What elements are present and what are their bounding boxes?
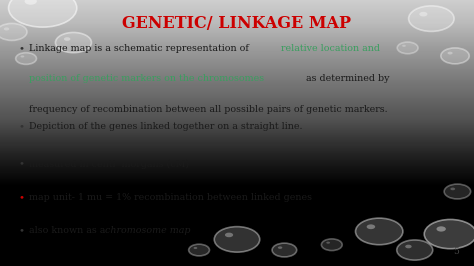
Text: •: • <box>18 122 24 131</box>
Circle shape <box>16 53 36 64</box>
Text: 5: 5 <box>453 247 459 256</box>
Circle shape <box>397 42 418 54</box>
Text: .: . <box>172 226 175 235</box>
Text: •: • <box>18 44 24 53</box>
Circle shape <box>9 0 77 27</box>
Circle shape <box>437 226 446 232</box>
Text: •: • <box>18 193 24 202</box>
Text: position of genetic markers on the chromosomes: position of genetic markers on the chrom… <box>29 74 264 84</box>
Circle shape <box>424 219 474 249</box>
Circle shape <box>20 55 24 57</box>
Circle shape <box>189 244 210 256</box>
Circle shape <box>367 225 375 229</box>
Circle shape <box>25 0 37 5</box>
Text: relative location and: relative location and <box>281 44 380 53</box>
Circle shape <box>55 32 91 53</box>
Circle shape <box>321 239 342 251</box>
Circle shape <box>326 242 330 244</box>
Text: as determined by: as determined by <box>303 74 390 84</box>
Text: also known as a: also known as a <box>29 226 109 235</box>
Circle shape <box>444 184 471 199</box>
Circle shape <box>214 227 260 252</box>
Circle shape <box>441 48 469 64</box>
Circle shape <box>4 27 9 31</box>
Circle shape <box>447 52 453 55</box>
Circle shape <box>278 246 283 249</box>
Text: measured in centi  morgans (cM): measured in centi morgans (cM) <box>29 160 190 169</box>
Text: •: • <box>18 160 24 169</box>
Circle shape <box>225 233 233 237</box>
Circle shape <box>450 188 455 190</box>
Circle shape <box>356 218 403 245</box>
Text: Depiction of the genes linked together on a straight line.: Depiction of the genes linked together o… <box>29 122 303 131</box>
Text: chromosome map: chromosome map <box>105 226 191 235</box>
Text: frequency of recombination between all possible pairs of genetic markers.: frequency of recombination between all p… <box>29 105 388 114</box>
Text: GENETIC/ LINKAGE MAP: GENETIC/ LINKAGE MAP <box>122 15 352 32</box>
Circle shape <box>419 12 428 16</box>
Text: map unit- 1 mu = 1% recombination between linked genes: map unit- 1 mu = 1% recombination betwee… <box>29 193 312 202</box>
Circle shape <box>272 243 297 257</box>
Circle shape <box>397 240 433 260</box>
Circle shape <box>405 245 412 248</box>
Circle shape <box>193 247 197 249</box>
Text: Linkage map is a schematic representation of: Linkage map is a schematic representatio… <box>29 44 252 53</box>
Circle shape <box>402 45 406 47</box>
Circle shape <box>64 37 71 41</box>
Circle shape <box>0 23 27 40</box>
Circle shape <box>409 6 454 31</box>
Text: •: • <box>18 226 24 235</box>
